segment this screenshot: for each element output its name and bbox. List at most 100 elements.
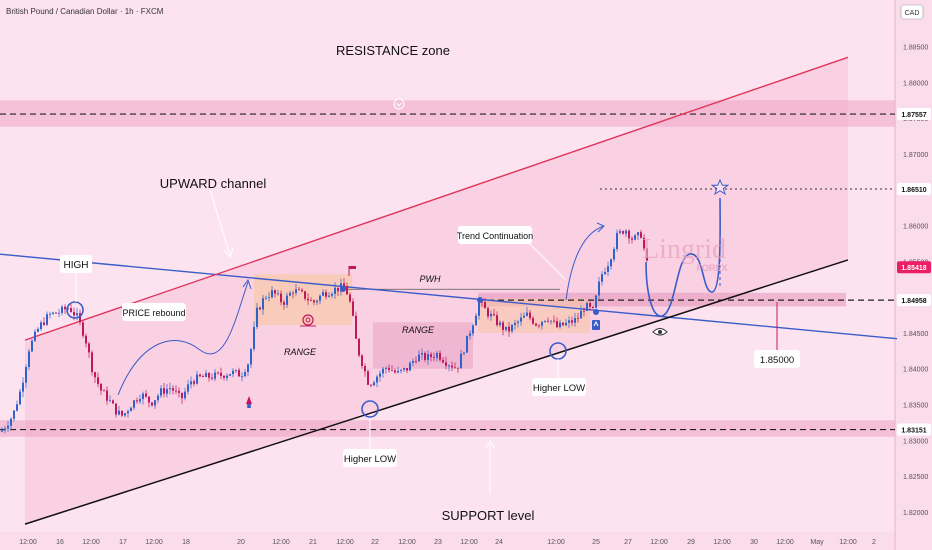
candle-body: [529, 312, 531, 319]
svg-text:1.85000: 1.85000: [760, 355, 794, 366]
candle-body: [220, 372, 222, 376]
time-tick-label: 12:00: [776, 539, 794, 546]
svg-text:PRICE rebound: PRICE rebound: [122, 308, 185, 318]
candle-body: [577, 318, 579, 319]
candle-body: [136, 400, 138, 402]
candle-body: [505, 326, 507, 330]
candle-body: [178, 390, 180, 393]
candle-body: [118, 410, 120, 415]
range-box-3: [478, 298, 590, 333]
candle-body: [544, 320, 546, 322]
trend-continuation-arrowhead: [596, 222, 605, 233]
time-tick-label: 12:00: [839, 539, 857, 546]
candle-body: [412, 361, 414, 363]
candle-body: [517, 321, 519, 323]
candle-body: [139, 399, 141, 402]
candle-body: [358, 338, 360, 356]
support-zone: [0, 420, 895, 437]
candle-body: [25, 366, 27, 383]
candle-body: [310, 300, 312, 302]
candle-body: [46, 314, 48, 325]
candle-body: [502, 322, 504, 330]
range-label-1: RANGE: [284, 347, 317, 357]
time-tick-label: 12:00: [272, 539, 290, 546]
candle-body: [406, 368, 408, 371]
price-rebound-callout: PRICE rebound: [122, 303, 186, 321]
candle-body: [445, 362, 447, 366]
up-arrow-icon: [592, 320, 600, 330]
candle-body: [463, 352, 465, 354]
time-tick-label: 25: [592, 539, 600, 546]
candle-body: [355, 315, 357, 339]
candle-body: [244, 372, 246, 377]
candle-body: [124, 413, 126, 416]
candle-body: [607, 266, 609, 272]
candle-body: [364, 365, 366, 372]
candle-body: [217, 372, 219, 374]
candle-body: [142, 393, 144, 400]
candle-body: [250, 349, 252, 365]
time-tick-label: 2: [872, 539, 876, 546]
level-price-badge: [897, 423, 931, 436]
candle-body: [166, 389, 168, 394]
higher-low-callout-1: Higher LOW: [343, 449, 397, 467]
time-axis: 12:00 16 12:00 17 12:00 18 20 12:00 21 12:00 22 12:…: [19, 539, 876, 546]
price-axis-background: [895, 0, 932, 550]
candle-body: [391, 370, 393, 371]
price-badge-label: 1.85418: [901, 265, 926, 272]
price-badge-label: 1.86510: [901, 187, 926, 194]
candle-body: [79, 313, 81, 323]
candle-body: [94, 372, 96, 378]
price-badge-label: 1.83151: [901, 428, 926, 435]
candle-body: [523, 315, 525, 318]
candle-body: [127, 411, 129, 414]
candle-body: [508, 326, 510, 332]
candle-body: [226, 375, 228, 378]
candle-body: [319, 295, 321, 301]
candle-body: [403, 368, 405, 370]
candle-body: [385, 367, 387, 369]
candle-body: [265, 297, 267, 299]
candle-body: [229, 374, 231, 376]
range-box-2: [373, 322, 473, 369]
candle-body: [628, 230, 630, 239]
svg-text:Trend Continuation: Trend Continuation: [457, 231, 533, 241]
candle-body: [583, 310, 585, 312]
candle-body: [547, 320, 549, 322]
price-tick-label: 1.88000: [903, 80, 928, 87]
candle-body: [313, 300, 315, 303]
candle-body: [559, 322, 561, 328]
candle-body: [427, 354, 429, 360]
candle-body: [31, 340, 33, 352]
range-label-2: RANGE: [402, 325, 435, 335]
trend-continuation-callout: Trend Continuation: [457, 226, 533, 244]
trend-continuation-arrow: [565, 225, 605, 301]
level-price-badge: [897, 183, 931, 196]
candle-body: [400, 369, 402, 371]
retest-point: [593, 309, 599, 315]
candle-body: [304, 291, 306, 299]
candle-body: [595, 295, 597, 308]
candle-body: [91, 352, 93, 373]
candle-body: [16, 404, 18, 411]
time-tick-label: May: [810, 539, 824, 546]
candle-body: [115, 403, 117, 415]
candle-body: [376, 376, 378, 383]
candle-body: [424, 352, 426, 360]
time-tick-label: 12:00: [19, 539, 37, 546]
projection-path: [645, 197, 721, 317]
candle-body: [580, 310, 582, 319]
candle-body: [571, 320, 573, 323]
time-tick-label: 29: [687, 539, 695, 546]
candle-body: [337, 287, 339, 292]
candle-body: [55, 312, 57, 314]
candle-body: [553, 320, 555, 322]
candle-body: [7, 425, 9, 429]
candle-body: [394, 370, 396, 373]
upward-channel-label: UPWARD channel: [160, 176, 267, 191]
time-tick-label: 24: [495, 539, 503, 546]
candles: [1, 229, 648, 434]
candle-body: [193, 381, 195, 384]
candle-body: [472, 325, 474, 334]
candle-body: [196, 374, 198, 384]
